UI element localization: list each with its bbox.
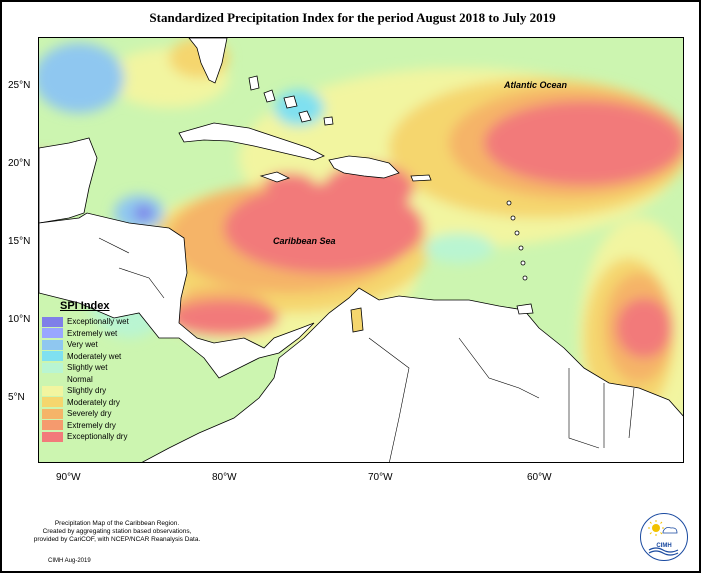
lon-label: 90°W	[56, 472, 81, 483]
legend-swatch	[42, 374, 63, 385]
legend-item: Moderately dry	[42, 397, 170, 409]
legend-swatch	[42, 328, 63, 339]
caribbean-sea-label: Caribbean Sea	[273, 236, 336, 246]
legend-rows: Exceptionally wet Extremely wet Very wet Mo…	[42, 316, 170, 443]
sun-cloud-icon	[648, 520, 679, 556]
legend-label: Exceptionally dry	[67, 432, 128, 442]
legend-swatch	[42, 408, 63, 419]
legend-swatch	[42, 431, 63, 442]
cimh-logo: CIMH	[640, 513, 688, 561]
legend-label: Moderately wet	[67, 351, 122, 361]
legend-label: Extremely dry	[67, 420, 116, 430]
legend-label: Exceptionally wet	[67, 317, 129, 327]
credit-text: CIMH Aug-2019	[48, 558, 91, 564]
lat-label: 20°N	[8, 158, 31, 169]
spi-legend: SPI Index Exceptionally wet Extremely wet…	[42, 300, 170, 443]
lat-label: 10°N	[8, 314, 31, 325]
atlantic-ocean-label: Atlantic Ocean	[504, 80, 568, 90]
logo-text: CIMH	[656, 543, 672, 549]
legend-swatch	[42, 385, 63, 396]
legend-swatch	[42, 316, 63, 327]
legend-label: Extremely wet	[67, 328, 118, 338]
legend-item: Severely dry	[42, 408, 170, 420]
description-line: Precipitation Map of the Caribbean Regio…	[54, 520, 180, 527]
country-borders	[98, 237, 635, 462]
description-line: Created by aggregating station based obs…	[42, 528, 192, 535]
legend-label: Slightly wet	[67, 363, 108, 373]
legend-item: Extremely wet	[42, 328, 170, 340]
legend-label: Moderately dry	[67, 397, 120, 407]
legend-swatch	[42, 420, 63, 431]
legend-title: SPI Index	[60, 300, 110, 312]
legend-item: Very wet	[42, 339, 170, 351]
lon-label: 80°W	[212, 472, 237, 483]
map-title: Standardized Precipitation Index for the…	[149, 10, 556, 25]
legend-swatch	[42, 397, 63, 408]
lon-label: 70°W	[368, 472, 393, 483]
map-description: Precipitation Map of the Caribbean Regio…	[12, 520, 222, 544]
land-masses	[39, 38, 683, 462]
legend-item: Exceptionally dry	[42, 431, 170, 443]
legend-swatch	[42, 351, 63, 362]
lat-label: 25°N	[8, 80, 31, 91]
legend-item: Moderately wet	[42, 351, 170, 363]
legend-swatch	[42, 362, 63, 373]
legend-item: Extremely dry	[42, 420, 170, 432]
legend-item: Slightly dry	[42, 385, 170, 397]
description-line: provided by CariCOF, with NCEP/NCAR Rean…	[33, 536, 201, 543]
legend-swatch	[42, 339, 63, 350]
legend-item: Slightly wet	[42, 362, 170, 374]
legend-label: Severely dry	[67, 409, 112, 419]
spi-map-svg	[39, 38, 683, 462]
legend-label: Very wet	[67, 340, 98, 350]
lat-label: 15°N	[8, 236, 31, 247]
legend-item: Normal	[42, 374, 170, 386]
lat-label: 5°N	[8, 392, 25, 403]
spi-map: Atlantic Ocean Caribbean Sea	[38, 37, 684, 463]
legend-label: Slightly dry	[67, 386, 107, 396]
legend-label: Normal	[67, 374, 93, 384]
lon-label: 60°W	[527, 472, 552, 483]
legend-item: Exceptionally wet	[42, 316, 170, 328]
